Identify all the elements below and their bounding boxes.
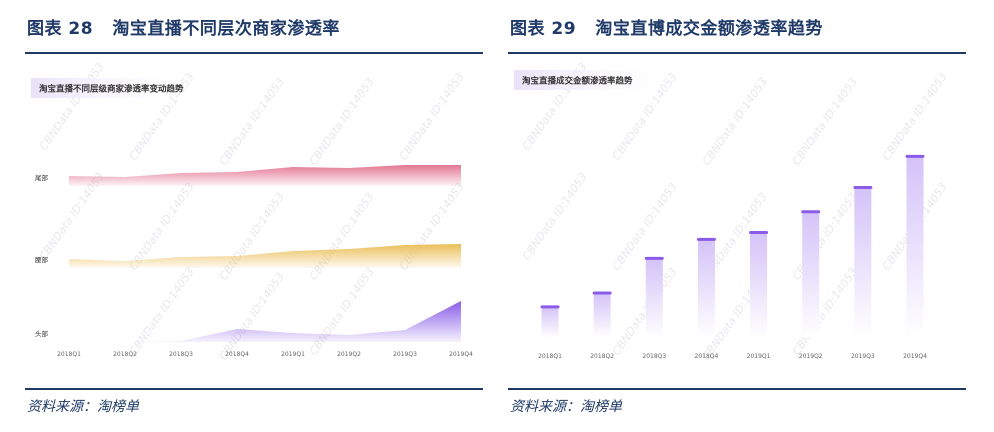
watermark-text: CBNData ID:14053 — [217, 270, 287, 362]
series-label-3: 头部 — [35, 329, 49, 338]
bar — [697, 239, 715, 338]
figure-28-label: 图表 28 — [27, 19, 94, 39]
left-chart-inner-title-bg — [31, 78, 201, 98]
x-tick-label: 2018Q1 — [538, 353, 562, 360]
x-tick-label: 2018Q4 — [225, 351, 249, 358]
watermark-text: CBNData ID:14053 — [217, 75, 287, 167]
bar-cap — [696, 237, 716, 241]
x-tick-label: 2019Q2 — [337, 351, 361, 358]
gmv-penetration-chart: CBNData ID:14053 CBNData ID:14053 CBNData … — [514, 60, 950, 363]
figure-28-panel: 图表 28 淘宝直播不同层次商家渗透率 CBNData ID:14053 CBND… — [25, 0, 483, 432]
watermark-text: CBNData ID:14053 — [700, 75, 770, 167]
figure-29-source: 资料来源：淘榜单 — [510, 399, 622, 415]
figure-29-bottom-rule — [508, 388, 966, 390]
x-tick-label: 2018Q2 — [590, 353, 614, 360]
bar-cap — [905, 154, 925, 158]
figure-28-top-rule — [25, 52, 483, 54]
x-tick-label: 2019Q1 — [281, 351, 305, 358]
bar — [541, 306, 559, 338]
right-chart-inner-title: 淘宝直播成交金额渗透率趋势 — [522, 76, 633, 87]
series-label-2: 腰部 — [35, 255, 49, 264]
bar-cap — [801, 210, 821, 214]
bar — [645, 258, 663, 338]
bar — [906, 156, 924, 338]
left-chart-inner-title: 淘宝直播不同层级商家渗透率变动趋势 — [39, 84, 184, 95]
series-label-1: 尾部 — [35, 173, 49, 182]
figure-28-title: 图表 28 淘宝直播不同层次商家渗透率 — [27, 14, 340, 39]
watermark-text: CBNData ID:14053 — [127, 265, 197, 357]
series-area-3 — [69, 301, 461, 342]
bar-cap — [540, 305, 560, 309]
figure-28-source: 资料来源：淘榜单 — [27, 399, 139, 415]
x-tick-label: 2019Q1 — [747, 353, 771, 360]
series-area-1 — [69, 165, 461, 186]
x-tick-label: 2019Q3 — [393, 351, 417, 358]
figure-28-title-text: 淘宝直播不同层次商家渗透率 — [112, 19, 340, 39]
x-tick-label: 2019Q4 — [903, 353, 927, 360]
watermark-text: CBNData ID:14053 — [217, 190, 287, 282]
bar — [854, 187, 872, 338]
x-tick-label: 2018Q1 — [57, 351, 81, 358]
figure-28-bottom-rule — [25, 388, 483, 390]
bar-cap — [749, 230, 769, 234]
x-tick-label: 2019Q4 — [449, 351, 473, 358]
watermark-text: CBNData ID:14053 — [880, 70, 950, 162]
x-tick-label: 2018Q4 — [695, 353, 719, 360]
watermark-text: CBNData ID:14053 — [397, 70, 467, 162]
figure-29-top-rule — [508, 52, 966, 54]
figure-29-title: 图表 29 淘宝直博成交金额渗透率趋势 — [510, 14, 823, 39]
figure-29-panel: 图表 29 淘宝直博成交金额渗透率趋势 CBNData ID:14053 CBND… — [508, 0, 966, 432]
watermark-text: CBNData ID:14053 — [37, 60, 107, 152]
series-area-2 — [69, 244, 461, 268]
bar-cap — [853, 185, 873, 189]
watermark-text: CBNData ID:14053 — [610, 265, 680, 357]
x-tick-label: 2019Q3 — [851, 353, 875, 360]
x-tick-label: 2018Q3 — [642, 353, 666, 360]
right-chart-inner-title-bg — [514, 70, 684, 90]
watermark-text: CBNData ID:14053 — [790, 75, 860, 167]
bar-cap — [592, 291, 612, 295]
bar — [593, 293, 611, 338]
watermark-text: CBNData ID:14053 — [520, 170, 590, 262]
x-tick-label: 2019Q2 — [799, 353, 823, 360]
figure-29-label: 图表 29 — [510, 19, 577, 39]
x-tick-label: 2018Q2 — [113, 351, 137, 358]
watermark-text: CBNData ID:14053 — [307, 75, 377, 167]
bar — [750, 232, 768, 338]
bar — [802, 211, 820, 338]
penetration-by-tier-chart: CBNData ID:14053 CBNData ID:14053 CBNData … — [31, 60, 473, 363]
x-tick-label: 2018Q3 — [169, 351, 193, 358]
bar-cap — [644, 256, 664, 260]
figure-29-title-text: 淘宝直博成交金额渗透率趋势 — [595, 19, 823, 39]
